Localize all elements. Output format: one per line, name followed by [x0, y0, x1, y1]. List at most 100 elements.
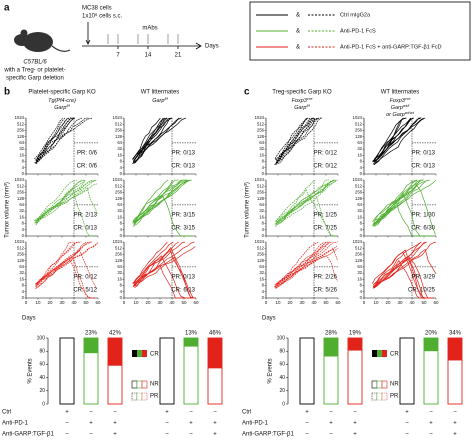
- cr-annotation: CR: 0/12: [313, 164, 337, 170]
- y-tick-label: 1024: [15, 177, 25, 182]
- tumor-curve: [133, 241, 195, 288]
- y-tick-label: 64: [19, 202, 24, 207]
- y-tick-label: 0: [282, 401, 285, 407]
- genotype-base: Tg(Pf4-cre): [48, 98, 76, 104]
- tumor-curve: [36, 179, 86, 225]
- legend-label: CR: [150, 352, 159, 358]
- treatment-sign: +: [65, 410, 69, 416]
- genotype: or Garpwt/wt: [386, 110, 415, 118]
- x-tick-label: 50: [83, 300, 89, 305]
- tumor-curve: [275, 117, 322, 165]
- y-tick-label: 0: [262, 295, 265, 300]
- value-label: 20%: [425, 331, 438, 337]
- treatment-sign: −: [189, 432, 193, 438]
- treatment-sign: +: [429, 421, 433, 427]
- y-tick-label: 256: [17, 252, 25, 257]
- timeline-tick: 7: [116, 53, 120, 59]
- y-tick-label: 32: [19, 270, 24, 275]
- bar: [108, 338, 122, 366]
- treatment-sign: +: [453, 421, 457, 427]
- y-tick-label: 256: [115, 128, 123, 133]
- group-title: Treg-specific Garp KO: [272, 90, 332, 96]
- mouse-icon: [14, 29, 71, 52]
- treatment-sign: +: [305, 410, 309, 416]
- tumor-curve: [373, 179, 418, 225]
- y-tick-label: 1024: [255, 239, 265, 244]
- treatment-label: Anti-PD-1: [2, 421, 29, 427]
- treatment-sign: −: [165, 421, 169, 427]
- y-tick-label: 1024: [15, 239, 25, 244]
- tumor-curve: [374, 179, 424, 221]
- threshold: [73, 242, 98, 298]
- tumor-curve: [275, 179, 335, 225]
- legend-label: Anti-PD-1 FcS: [340, 28, 376, 34]
- y-tick-label: 128: [257, 258, 265, 263]
- bar: [348, 338, 362, 351]
- treatment-sign: −: [65, 421, 69, 427]
- y-tick-label: 8: [360, 221, 363, 226]
- tumor-curve: [373, 259, 434, 299]
- tumor-curve: [274, 241, 332, 287]
- y-tick-label: 4: [120, 289, 123, 294]
- injection: MC38 cells: [82, 6, 112, 12]
- bar: [324, 338, 338, 357]
- genotype-sup: f/f: [306, 103, 310, 108]
- y-tick-label: 16: [259, 276, 264, 281]
- tumor-curve: [275, 188, 336, 237]
- y-tick-label: 512: [257, 183, 265, 188]
- x-tick-label: 40: [71, 300, 77, 305]
- mouse-strain: C57BL/6: [23, 60, 47, 66]
- y-tick-label: 512: [355, 183, 363, 188]
- legend-swatch: [382, 350, 387, 357]
- treatment-sign: +: [189, 421, 193, 427]
- tumor-curve: [35, 241, 82, 287]
- y-tick-label: 128: [355, 196, 363, 201]
- treatment-label: Anti-GARP:TGF-β1: [242, 432, 294, 438]
- threshold: [73, 118, 98, 174]
- legend-label: Ctrl mIgG2a: [340, 12, 371, 18]
- y-tick-label: 32: [117, 270, 122, 275]
- y-tick-label: 256: [257, 190, 265, 195]
- x-tick-label: 30: [157, 300, 163, 305]
- cr-annotation: CR: 0/13: [73, 226, 97, 232]
- genotype-sup: cre: [307, 96, 313, 101]
- y-tick-label: 16: [357, 214, 362, 219]
- tumor-curve: [36, 259, 96, 299]
- y-tick-label: 80: [279, 349, 285, 355]
- y-tick-label: 1024: [353, 115, 363, 120]
- legend-swatch: [381, 392, 388, 401]
- genotype: Tg(Pf4-cre): [48, 98, 76, 104]
- tumor-curve: [274, 179, 329, 225]
- x-tick-label: 20: [385, 300, 391, 305]
- y-tick-label: 8: [262, 221, 265, 226]
- cr-annotation: CR: 7/25: [313, 226, 337, 232]
- x-tick-label: 10: [373, 300, 379, 305]
- y-tick-label: 1024: [113, 239, 123, 244]
- y-tick-label: 128: [355, 134, 363, 139]
- pr-annotation: PR: 3/15: [172, 212, 196, 218]
- y-tick-label: 0: [262, 233, 265, 238]
- legend-swatch: [377, 350, 382, 357]
- genotype-base: Garp: [54, 105, 66, 111]
- y-tick-label: 4: [120, 165, 123, 170]
- treatment-sign: +: [329, 421, 333, 427]
- y-tick-label: 32: [117, 208, 122, 213]
- tumor-curve: [276, 117, 323, 162]
- legend-label: PR: [390, 394, 399, 400]
- treatment-sign: −: [405, 432, 409, 438]
- x-tick-label: 60: [193, 300, 199, 305]
- threshold: [411, 118, 436, 174]
- value-label: 34%: [449, 331, 462, 337]
- cr-annotation: CR: 0/13: [411, 164, 435, 170]
- y-tick-label: 4: [22, 289, 25, 294]
- y-tick-label: 512: [115, 183, 123, 188]
- y-tick-label: 4: [262, 289, 265, 294]
- threshold: [171, 118, 196, 174]
- tumor-curve: [374, 117, 422, 162]
- pr-annotation: PR: 1/30: [412, 212, 436, 218]
- tumor-curve: [275, 117, 316, 163]
- y-tick-label: 0: [22, 295, 25, 300]
- x-tick-label: 50: [181, 300, 187, 305]
- tumor-curve: [35, 179, 83, 222]
- tumor-curve: [276, 190, 336, 237]
